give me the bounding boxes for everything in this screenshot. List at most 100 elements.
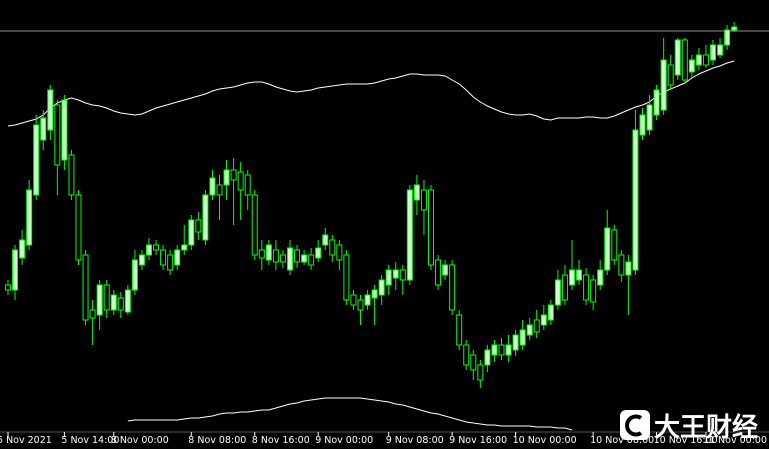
candle-body — [265, 244, 272, 261]
candle-body — [216, 184, 223, 196]
candle-body — [611, 229, 618, 261]
candle-body — [110, 294, 117, 311]
candle-body — [12, 249, 19, 291]
candle-body — [717, 44, 724, 56]
x-tick-label: 8 Nov 00:00 — [111, 435, 169, 446]
candle-body — [688, 59, 695, 73]
candle-body — [371, 289, 378, 299]
candle-body — [583, 274, 590, 301]
x-axis: 5 Nov 2021 5 Nov 14:008 Nov 00:00 8 Nov 08… — [0, 432, 767, 446]
candle-body — [540, 314, 547, 326]
candle-body — [40, 117, 47, 141]
candle-body — [618, 254, 625, 276]
candle-body — [244, 174, 251, 196]
candle-body — [315, 247, 322, 259]
x-tick-label: 8 Nov 08:00 — [188, 435, 246, 446]
candle-body — [519, 329, 526, 346]
candle-body — [406, 189, 413, 281]
candle-body — [96, 284, 103, 316]
band-line — [127, 397, 573, 431]
candle-body — [456, 314, 463, 346]
candle-body — [153, 244, 160, 251]
candle-body — [561, 274, 568, 301]
candle-body — [131, 259, 138, 291]
candle-body — [435, 259, 442, 286]
plot-area — [0, 22, 769, 431]
candle-body — [695, 54, 702, 66]
candle-body — [420, 189, 427, 211]
candle-body — [442, 264, 449, 276]
watermark-text: 大王财经 — [654, 412, 758, 443]
logo-box — [620, 410, 650, 440]
candle-body — [19, 239, 26, 259]
candle-body — [223, 169, 230, 186]
x-tick-label: 9 Nov 08:00 — [386, 435, 444, 446]
candle-body — [146, 244, 152, 256]
x-tick-label: 9 Nov 16:00 — [449, 435, 507, 446]
candle-body — [702, 54, 709, 66]
candle-body — [209, 177, 216, 196]
candle-body — [385, 269, 392, 286]
candle-body — [301, 254, 308, 263]
candle-body — [103, 284, 110, 311]
candle-body — [604, 227, 611, 271]
candle-body — [82, 254, 89, 321]
candle-body — [576, 269, 583, 281]
candle-body — [667, 64, 674, 86]
candle-body — [681, 39, 688, 81]
candle-body — [26, 189, 33, 246]
candle-body — [569, 269, 575, 286]
candle-body — [392, 269, 399, 279]
candle-body — [294, 249, 301, 263]
candle-body — [202, 194, 209, 241]
candle-body — [188, 219, 195, 246]
candle-body — [336, 244, 343, 261]
candle-body — [533, 319, 540, 333]
candle-body — [639, 114, 646, 136]
candle-body — [484, 349, 491, 366]
candle-body — [279, 254, 286, 263]
candle-body — [329, 239, 336, 256]
candle-body — [413, 184, 420, 201]
candle-body — [89, 309, 96, 319]
candle-body — [512, 334, 519, 351]
candle-body — [308, 254, 315, 266]
candle-body — [54, 104, 61, 166]
candle-body — [61, 99, 68, 161]
candle-body — [428, 189, 434, 266]
candle-body — [5, 284, 11, 291]
candle-body — [75, 194, 82, 261]
candle-body — [167, 254, 174, 271]
candle-body — [554, 279, 561, 306]
candle-body — [399, 269, 406, 281]
candle-body — [632, 129, 639, 271]
candle-body — [230, 169, 237, 181]
candle-body — [590, 279, 597, 303]
candle-body — [463, 344, 470, 366]
band-line — [7, 60, 735, 127]
candle-body — [138, 254, 145, 266]
candle-body — [47, 89, 54, 131]
candle-body — [597, 269, 604, 286]
candle-body — [491, 344, 498, 356]
watermark-logo: 大王财经 — [620, 410, 758, 443]
candle-body — [378, 279, 385, 296]
x-tick-label: 5 Nov 14:00 — [61, 435, 119, 446]
candle-body — [470, 354, 477, 371]
candle-body — [287, 247, 293, 271]
candle-body — [547, 304, 554, 321]
x-tick-label: 9 Nov 00:00 — [315, 435, 373, 446]
candle-body — [477, 364, 484, 381]
candle-body — [33, 124, 40, 196]
x-tick-label: 10 Nov 08:00 — [590, 435, 654, 446]
candle-body — [653, 89, 660, 116]
candle-body — [68, 154, 75, 196]
candle-body — [364, 294, 371, 306]
x-tick-label: 8 Nov 16:00 — [252, 435, 310, 446]
candle-body — [646, 104, 653, 131]
x-tick-label: 10 Nov 00:00 — [513, 435, 577, 446]
candle-body — [710, 44, 716, 61]
candle-body — [625, 261, 632, 276]
